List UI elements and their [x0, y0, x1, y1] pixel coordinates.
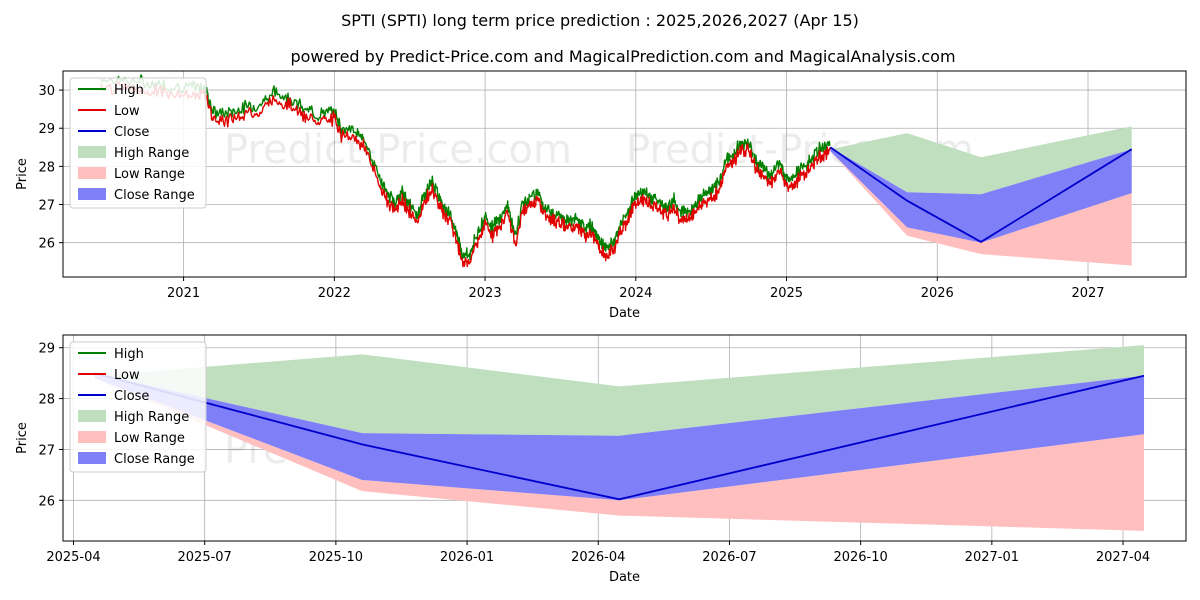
legend-entry: High	[78, 83, 144, 98]
y-tick-label: 28	[38, 393, 55, 408]
legend-label: Low	[114, 104, 140, 119]
legend-entry: Low	[78, 368, 140, 383]
legend-entry: High Range	[78, 146, 189, 161]
close-range-band	[94, 373, 1145, 501]
legend-swatch-patch	[78, 188, 106, 200]
legend-entry: Low	[78, 104, 140, 119]
y-tick-label: 28	[38, 160, 55, 175]
x-tick-label: 2024	[619, 286, 652, 301]
series-close-forecast-line	[829, 146, 1133, 243]
y-axis-label: Price	[15, 158, 30, 190]
y-tick-label: 27	[38, 199, 55, 214]
x-tick-label: 2025-04	[46, 550, 100, 565]
legend-label: High Range	[114, 410, 189, 425]
x-axis-label: Date	[609, 570, 640, 585]
legend-label: High Range	[114, 146, 189, 161]
legend-label: Low Range	[114, 167, 185, 182]
legend-entry: Close	[78, 389, 149, 404]
axes-frame	[62, 334, 1187, 542]
upper-plot: Predict-Price.com Predict-Price.comPredic…	[15, 70, 1187, 322]
y-axis-label: Price	[15, 422, 30, 454]
x-tick-label: 2021	[167, 286, 200, 301]
axes-frame	[62, 70, 1187, 278]
legend-label: Low Range	[114, 431, 185, 446]
x-tick-label: 2025-07	[178, 550, 232, 565]
legend-entry: Low Range	[78, 167, 185, 182]
legend-swatch-patch	[78, 431, 106, 443]
x-tick-label: 2022	[318, 286, 351, 301]
legend-swatch-patch	[78, 452, 106, 464]
x-tick-label: 2026-07	[702, 550, 756, 565]
legend-entry: High	[78, 347, 144, 362]
x-tick-label: 2026-10	[833, 550, 887, 565]
x-tick-label: 2023	[469, 286, 502, 301]
plot-area: Predict-Price.com Predict-Price.comPredic…	[100, 74, 1133, 322]
x-tick-label: 2027	[1071, 286, 1104, 301]
legend-entry: Close Range	[78, 452, 195, 467]
legend-entry: Low Range	[78, 431, 185, 446]
chart-subtitle: powered by Predict-Price.com and Magical…	[290, 47, 955, 66]
x-tick-label: 2027-04	[1096, 550, 1150, 565]
x-tick-label: 2026	[921, 286, 954, 301]
high-range-band	[94, 345, 1145, 436]
series-close-forecast-line	[94, 372, 1145, 501]
x-tick-label: 2027-01	[965, 550, 1019, 565]
y-tick-label: 29	[38, 342, 55, 357]
legend-entry: Close	[78, 125, 149, 140]
watermark: Predict-Price.com	[224, 276, 572, 322]
legend-label: Low	[114, 368, 140, 383]
y-tick-label: 26	[38, 237, 55, 252]
x-tick-label: 2026-04	[571, 550, 625, 565]
legend-swatch-patch	[78, 146, 106, 158]
legend-entry: High Range	[78, 410, 189, 425]
legend-label: High	[114, 347, 144, 362]
close-range-band	[830, 147, 1132, 243]
series-low-line	[100, 80, 831, 268]
legend-swatch-patch	[78, 410, 106, 422]
x-tick-label: 2025	[770, 286, 803, 301]
x-tick-label: 2026-01	[440, 550, 494, 565]
watermark: Predict-Price.com	[224, 127, 572, 173]
legend-entry: Close Range	[78, 188, 195, 203]
x-axis-label: Date	[609, 306, 640, 321]
legend-label: Close	[114, 389, 149, 404]
legend-label: Close Range	[114, 452, 195, 467]
y-tick-label: 27	[38, 443, 55, 458]
legend-swatch-patch	[78, 167, 106, 179]
y-tick-label: 30	[38, 84, 55, 99]
y-tick-label: 29	[38, 122, 55, 137]
low-range-band	[830, 151, 1132, 266]
x-tick-label: 2025-10	[309, 550, 363, 565]
y-tick-label: 26	[38, 494, 55, 509]
legend-label: Close Range	[114, 188, 195, 203]
legend-label: Close	[114, 125, 149, 140]
chart-title: SPTI (SPTI) long term price prediction :…	[341, 11, 859, 30]
legend: High Low Close High Range Low Range Close Ran…	[69, 341, 207, 473]
high-range-band	[830, 126, 1132, 195]
legend: High Low Close High Range Low Range Close Ran…	[69, 77, 207, 209]
low-range-band	[94, 378, 1145, 531]
legend-label: High	[114, 83, 144, 98]
